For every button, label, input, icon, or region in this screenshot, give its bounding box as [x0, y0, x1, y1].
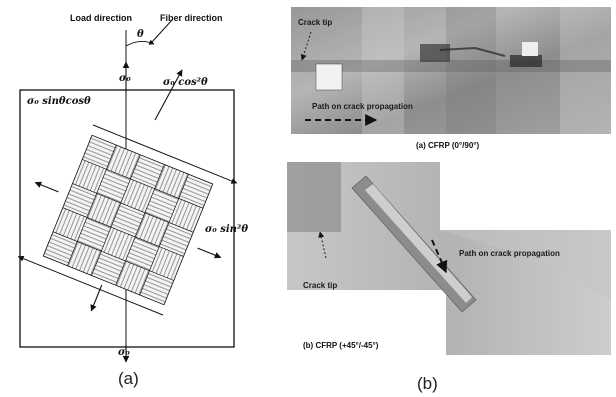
photo2-caption: (b) CFRP (+45°/-45°) — [303, 341, 379, 350]
angle-arc — [125, 39, 155, 47]
angle-label: θ — [137, 29, 144, 40]
transverse-stress-label: σ₀ sin²θ — [205, 224, 248, 235]
fiber-stress-arrow — [154, 69, 183, 121]
panel-b-label: (b) — [417, 374, 438, 393]
fiber-axis — [151, 19, 173, 43]
micrograph-1: Crack tip Path on crack propagation — [291, 7, 611, 134]
photo2-path-label: Path on crack propagation — [459, 249, 560, 258]
photo2-crack-tip: Crack tip — [303, 281, 337, 290]
micrograph-2: Crack tip Path on crack propagation — [287, 162, 611, 355]
sigma-top-label: σ₀ — [119, 73, 131, 84]
sigma-bottom-label: σ₀ — [118, 347, 130, 358]
fiber-stress-label: σ₀ cos²θ — [163, 77, 208, 88]
woven-fabric — [17, 124, 238, 316]
panel-a-label: (a) — [118, 369, 139, 388]
fiber-direction-label: Fiber direction — [160, 13, 223, 23]
photo1-caption: (a) CFRP (0°/90°) — [416, 141, 479, 150]
shear-stress-label: σ₀ sinθcosθ — [27, 96, 91, 107]
load-direction-label: Load direction — [70, 13, 132, 23]
photo1-crack-tip: Crack tip — [298, 18, 332, 27]
outer-square — [19, 89, 235, 348]
panel-b: Crack tip Path on crack propagation (a) … — [287, 7, 611, 393]
panel-a-diagram: Load direction Fiber direction θ σ₀ σ₀ c… — [17, 13, 248, 388]
photo1-path-label: Path on crack propagation — [312, 102, 413, 111]
